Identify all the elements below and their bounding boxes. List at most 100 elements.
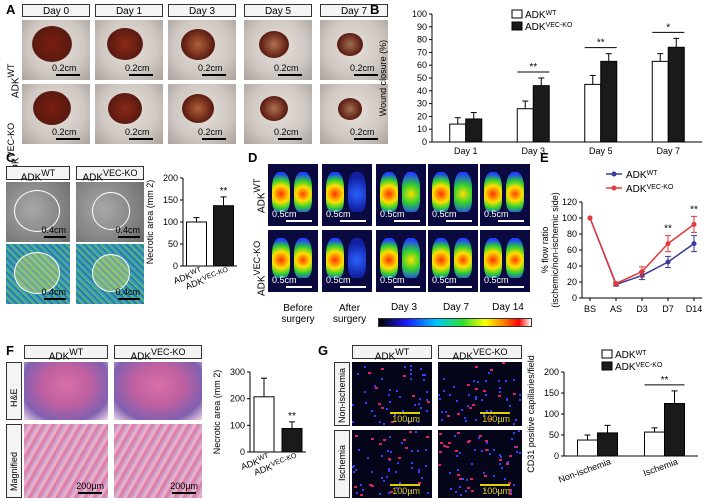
- nucleus-dot: [461, 409, 463, 411]
- capillary-dot: [485, 440, 488, 442]
- necrosis-image: 0.4cm: [76, 244, 144, 304]
- y-tick-label: 60: [567, 245, 577, 255]
- scale-bar-label: 0.2cm: [274, 63, 299, 73]
- y-tick-label: 50: [417, 73, 427, 83]
- capillary-dot: [467, 384, 470, 386]
- nucleus-dot: [374, 385, 376, 387]
- x-tick-label: D14: [686, 304, 703, 314]
- capillary-dot: [440, 442, 443, 444]
- category-label: Ischemia: [642, 456, 679, 478]
- nucleus-dot: [438, 394, 440, 396]
- nucleus-dot: [456, 400, 458, 402]
- scale-bar-label: 0.5cm: [326, 275, 351, 285]
- scale-bar-label: 0.2cm: [198, 63, 223, 73]
- nucleus-dot: [388, 492, 390, 494]
- capillary-dot: [398, 457, 401, 459]
- flux-color-scale: [378, 318, 532, 327]
- nucleus-dot: [353, 465, 355, 467]
- histology-image: 200µm: [24, 424, 108, 498]
- day-header: Day 5: [244, 4, 312, 17]
- scale-bar: [172, 492, 196, 494]
- scale-bar-label: 0.2cm: [125, 63, 150, 73]
- significance-label: **: [220, 186, 228, 197]
- capillary-dot: [471, 490, 474, 492]
- nucleus-dot: [399, 482, 401, 484]
- bar: [597, 432, 618, 457]
- capillary-dot: [455, 450, 458, 452]
- y-tick-label: 80: [417, 35, 427, 45]
- nucleus-dot: [518, 430, 520, 432]
- panel-g-chart: 0 50 100 150 200 CD31 positive capillaries/fi…: [526, 349, 698, 485]
- nucleus-dot: [471, 463, 473, 465]
- nucleus-dot: [499, 454, 501, 456]
- nucleus-dot: [386, 476, 388, 478]
- scale-bar: [286, 220, 312, 222]
- panel-label-e: E: [540, 150, 549, 165]
- scale-bar: [340, 220, 366, 222]
- fluorescence-image: 100µm: [352, 430, 432, 498]
- day-header: Day 3: [168, 4, 236, 17]
- nucleus-dot: [443, 390, 445, 392]
- doppler-image: 0.5cm: [376, 230, 426, 292]
- nucleus-dot: [365, 402, 367, 404]
- nucleus-dot: [387, 450, 389, 452]
- nucleus-dot: [511, 438, 513, 440]
- capillary-dot: [379, 443, 382, 445]
- nucleus-dot: [355, 469, 357, 471]
- wound-photo: 0.2cm: [95, 84, 163, 144]
- scale-bar-label: 0.2cm: [274, 127, 299, 137]
- capillary-dot: [509, 493, 512, 495]
- scale-bar: [340, 286, 366, 288]
- histology-image: [114, 362, 202, 420]
- nucleus-dot: [459, 486, 461, 488]
- y-tick-label: 0: [422, 137, 427, 147]
- scale-bar: [202, 74, 226, 76]
- y-axis-label: CD31 positive capillaries/field: [526, 355, 536, 473]
- panel-f-header-wt: ADKWT: [24, 345, 108, 362]
- nucleus-dot: [481, 399, 483, 401]
- scale-bar: [129, 138, 153, 140]
- histology-image: [24, 362, 108, 420]
- nucleus-dot: [383, 480, 385, 482]
- nucleus-dot: [426, 410, 428, 412]
- nucleus-dot: [456, 455, 458, 457]
- nucleus-dot: [445, 411, 447, 413]
- bar: [584, 83, 602, 143]
- paw-right: [506, 172, 524, 212]
- y-tick-label: 20: [567, 277, 577, 287]
- row-label-adk-wt: ADKWT: [6, 63, 22, 98]
- data-point: [691, 221, 697, 227]
- fluorescence-image: 100µm: [352, 362, 432, 426]
- capillary-dot: [403, 375, 406, 377]
- scale-bar-label: 0.5cm: [380, 275, 405, 285]
- panel-g-row-ischemia: Ischemia: [334, 430, 350, 498]
- nucleus-dot: [417, 450, 419, 452]
- capillary-dot: [509, 455, 512, 457]
- scale-bar: [390, 484, 420, 486]
- doppler-image: 0.5cm: [322, 164, 372, 226]
- nucleus-dot: [422, 374, 424, 376]
- capillary-dot: [499, 459, 502, 461]
- legend-swatch: [601, 361, 613, 371]
- capillary-dot: [457, 474, 460, 476]
- scale-bar-label: 0.2cm: [198, 127, 223, 137]
- doppler-image: 0.5cm: [376, 164, 426, 226]
- nucleus-dot: [381, 477, 383, 479]
- panel-c-header-wt: ADKWT: [6, 166, 70, 183]
- y-tick-label: 50: [549, 430, 559, 440]
- nucleus-dot: [450, 488, 452, 490]
- scale-bar: [202, 138, 226, 140]
- nucleus-dot: [489, 453, 491, 455]
- panel-g-row-non-ischemia: Non-ischemia: [334, 362, 350, 426]
- nucleus-dot: [486, 442, 488, 444]
- nucleus-dot: [411, 462, 413, 464]
- paw-right: [454, 172, 472, 212]
- nucleus-dot: [388, 470, 390, 472]
- paw-left: [272, 172, 290, 212]
- fluorescence-image: 100µm: [438, 362, 522, 426]
- capillary-dot: [354, 486, 357, 488]
- y-tick-label: 30: [417, 99, 427, 109]
- scale-bar: [56, 74, 80, 76]
- scale-bar: [480, 412, 510, 414]
- histology-image: 200µm: [114, 424, 202, 498]
